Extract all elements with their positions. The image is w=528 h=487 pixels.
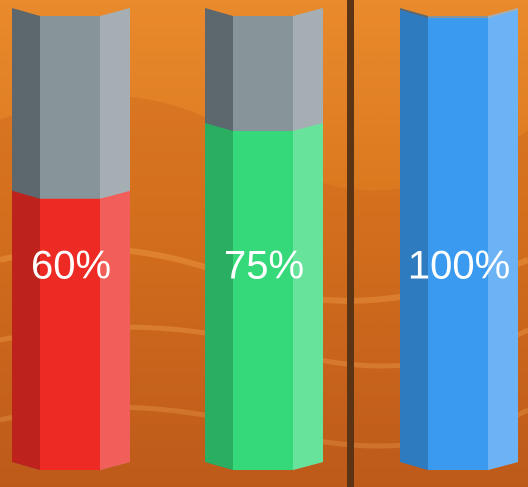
face-right (488, 10, 518, 470)
face-right (100, 190, 130, 471)
face-front (428, 18, 488, 470)
face-front (40, 198, 100, 471)
bar (205, 123, 323, 470)
face-right (293, 123, 323, 470)
face-left (205, 123, 233, 470)
face-left (12, 190, 40, 471)
face-left (400, 10, 428, 470)
value-label: 100% (408, 244, 510, 288)
face-front (233, 131, 293, 470)
value-label: 60% (31, 244, 111, 288)
divider (347, 0, 354, 487)
bar (12, 190, 130, 471)
bar (400, 10, 518, 470)
value-label: 75% (224, 244, 304, 288)
